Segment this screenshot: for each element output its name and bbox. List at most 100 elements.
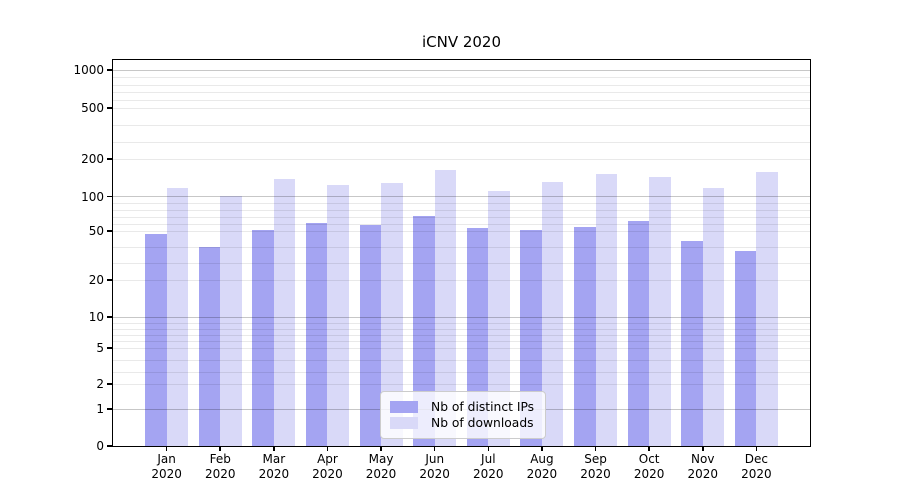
y-tick-mark-100 bbox=[107, 195, 112, 198]
x-tick-year-dec: 2020 bbox=[741, 467, 772, 481]
gridline-y-300 bbox=[113, 141, 810, 143]
y-tick-label-5: 5 bbox=[96, 341, 104, 355]
bar-distinct-ips-oct bbox=[627, 220, 650, 446]
y-tick-mark-1000 bbox=[107, 69, 112, 71]
y-tick-label-2: 2 bbox=[96, 377, 104, 391]
y-tick-label-200: 200 bbox=[81, 152, 104, 166]
x-tick-label-may: May 2020 bbox=[351, 452, 411, 482]
bar-downloads-feb bbox=[220, 196, 242, 446]
legend-label-distinct-ips: Nb of distinct IPs bbox=[431, 400, 535, 414]
y-tick-mark-20 bbox=[107, 279, 112, 281]
y-tick-label-1000: 1000 bbox=[73, 63, 104, 77]
x-tick-year-may: 2020 bbox=[365, 467, 397, 481]
x-tick-year-jul: 2020 bbox=[473, 467, 504, 481]
x-tick-mark-aug bbox=[541, 446, 543, 451]
legend-swatch-downloads bbox=[390, 417, 418, 429]
y-tick-mark-500 bbox=[107, 107, 112, 109]
x-tick-year-sep: 2020 bbox=[580, 467, 611, 481]
x-tick-year-aug: 2020 bbox=[526, 467, 558, 481]
bar-downloads-mar bbox=[273, 179, 296, 446]
gridline-y-20 bbox=[113, 279, 810, 281]
gridline-y-10 bbox=[113, 316, 810, 318]
gridline-y-2 bbox=[113, 383, 810, 385]
x-tick-label-jan: Jan 2020 bbox=[137, 452, 197, 482]
y-tick-label-0: 0 bbox=[96, 439, 104, 453]
x-tick-mark-apr bbox=[326, 446, 329, 451]
gridline-y-40 bbox=[113, 246, 810, 248]
gridline-y-6 bbox=[113, 341, 810, 343]
gridline-y-60 bbox=[113, 223, 810, 225]
y-tick-mark-2 bbox=[107, 383, 112, 385]
gridline-y-4 bbox=[113, 359, 810, 361]
y-tick-label-20: 20 bbox=[88, 273, 104, 287]
gridline-y-400 bbox=[113, 124, 810, 126]
bar-downloads-jun bbox=[434, 169, 457, 446]
gridline-y-500 bbox=[113, 107, 810, 109]
y-tick-label-50: 50 bbox=[88, 224, 104, 238]
y-tick-mark-0 bbox=[107, 445, 112, 447]
x-tick-mark-oct bbox=[648, 446, 650, 451]
x-tick-mark-jul bbox=[487, 446, 490, 451]
legend-label-downloads: Nb of downloads bbox=[431, 416, 534, 430]
x-tick-label-aug: Aug 2020 bbox=[512, 452, 572, 482]
legend: Nb of distinct IPs Nb of downloads bbox=[380, 391, 546, 439]
gridline-y-80 bbox=[113, 209, 810, 211]
x-tick-label-nov: Nov 2020 bbox=[673, 452, 733, 482]
legend-row-downloads: Nb of downloads bbox=[390, 416, 537, 430]
bar-downloads-sep bbox=[595, 174, 618, 446]
gridline-y-1000 bbox=[113, 69, 810, 71]
y-tick-mark-10 bbox=[107, 316, 112, 318]
y-tick-label-100: 100 bbox=[81, 189, 104, 204]
x-tick-year-oct: 2020 bbox=[633, 467, 665, 481]
gridline-y-70 bbox=[113, 216, 810, 218]
x-tick-mark-nov bbox=[702, 446, 704, 451]
x-tick-mark-jan bbox=[165, 446, 168, 451]
bar-distinct-ips-jun bbox=[413, 215, 435, 446]
x-tick-label-sep: Sep 2020 bbox=[566, 452, 626, 482]
bar-distinct-ips-sep bbox=[574, 226, 596, 446]
y-tick-label-1: 1 bbox=[96, 402, 104, 416]
x-tick-year-jun: 2020 bbox=[419, 467, 450, 481]
gridline-y-200 bbox=[113, 158, 810, 160]
x-tick-mark-sep bbox=[594, 446, 597, 451]
bar-downloads-jul bbox=[488, 191, 510, 446]
y-tick-mark-50 bbox=[107, 230, 112, 232]
x-tick-label-dec: Dec 2020 bbox=[726, 452, 786, 482]
legend-swatch-distinct-ips bbox=[390, 401, 418, 413]
x-tick-year-feb: 2020 bbox=[204, 467, 236, 481]
gridline-y-700 bbox=[113, 92, 810, 94]
bar-distinct-ips-dec bbox=[734, 250, 757, 446]
y-tick-label-500: 500 bbox=[81, 101, 104, 115]
gridline-y-800 bbox=[113, 84, 810, 86]
x-tick-label-oct: Oct 2020 bbox=[619, 452, 679, 482]
x-tick-year-mar: 2020 bbox=[258, 467, 290, 481]
x-tick-year-apr: 2020 bbox=[312, 467, 343, 481]
x-tick-year-jan: 2020 bbox=[151, 467, 182, 481]
x-tick-label-apr: Apr 2020 bbox=[297, 452, 357, 482]
gridline-y-9 bbox=[113, 322, 810, 324]
bar-downloads-aug bbox=[541, 182, 564, 446]
x-tick-label-mar: Mar 2020 bbox=[244, 452, 304, 482]
bar-downloads-dec bbox=[756, 172, 778, 446]
gridline-y-3 bbox=[113, 371, 810, 373]
legend-row-distinct-ips: Nb of distinct IPs bbox=[390, 400, 537, 414]
chart-title: iCNV 2020 bbox=[421, 33, 502, 51]
bar-distinct-ips-apr bbox=[305, 223, 328, 446]
grid-layer bbox=[113, 60, 810, 446]
y-tick-mark-1 bbox=[107, 408, 112, 410]
x-tick-mark-may bbox=[380, 446, 382, 451]
gridline-y-600 bbox=[113, 99, 810, 101]
bar-distinct-ips-nov bbox=[681, 240, 703, 446]
gridline-y-7 bbox=[113, 335, 810, 337]
y-tick-mark-200 bbox=[107, 158, 112, 160]
bar-downloads-oct bbox=[649, 177, 671, 446]
gridline-y-8 bbox=[113, 328, 810, 330]
bar-downloads-apr bbox=[327, 185, 349, 446]
bar-distinct-ips-mar bbox=[252, 230, 274, 446]
bar-downloads-may bbox=[381, 183, 403, 446]
x-tick-mark-jun bbox=[433, 446, 436, 451]
bar-downloads-nov bbox=[702, 188, 725, 446]
gridline-y-5 bbox=[113, 347, 810, 349]
y-tick-mark-5 bbox=[107, 347, 112, 349]
